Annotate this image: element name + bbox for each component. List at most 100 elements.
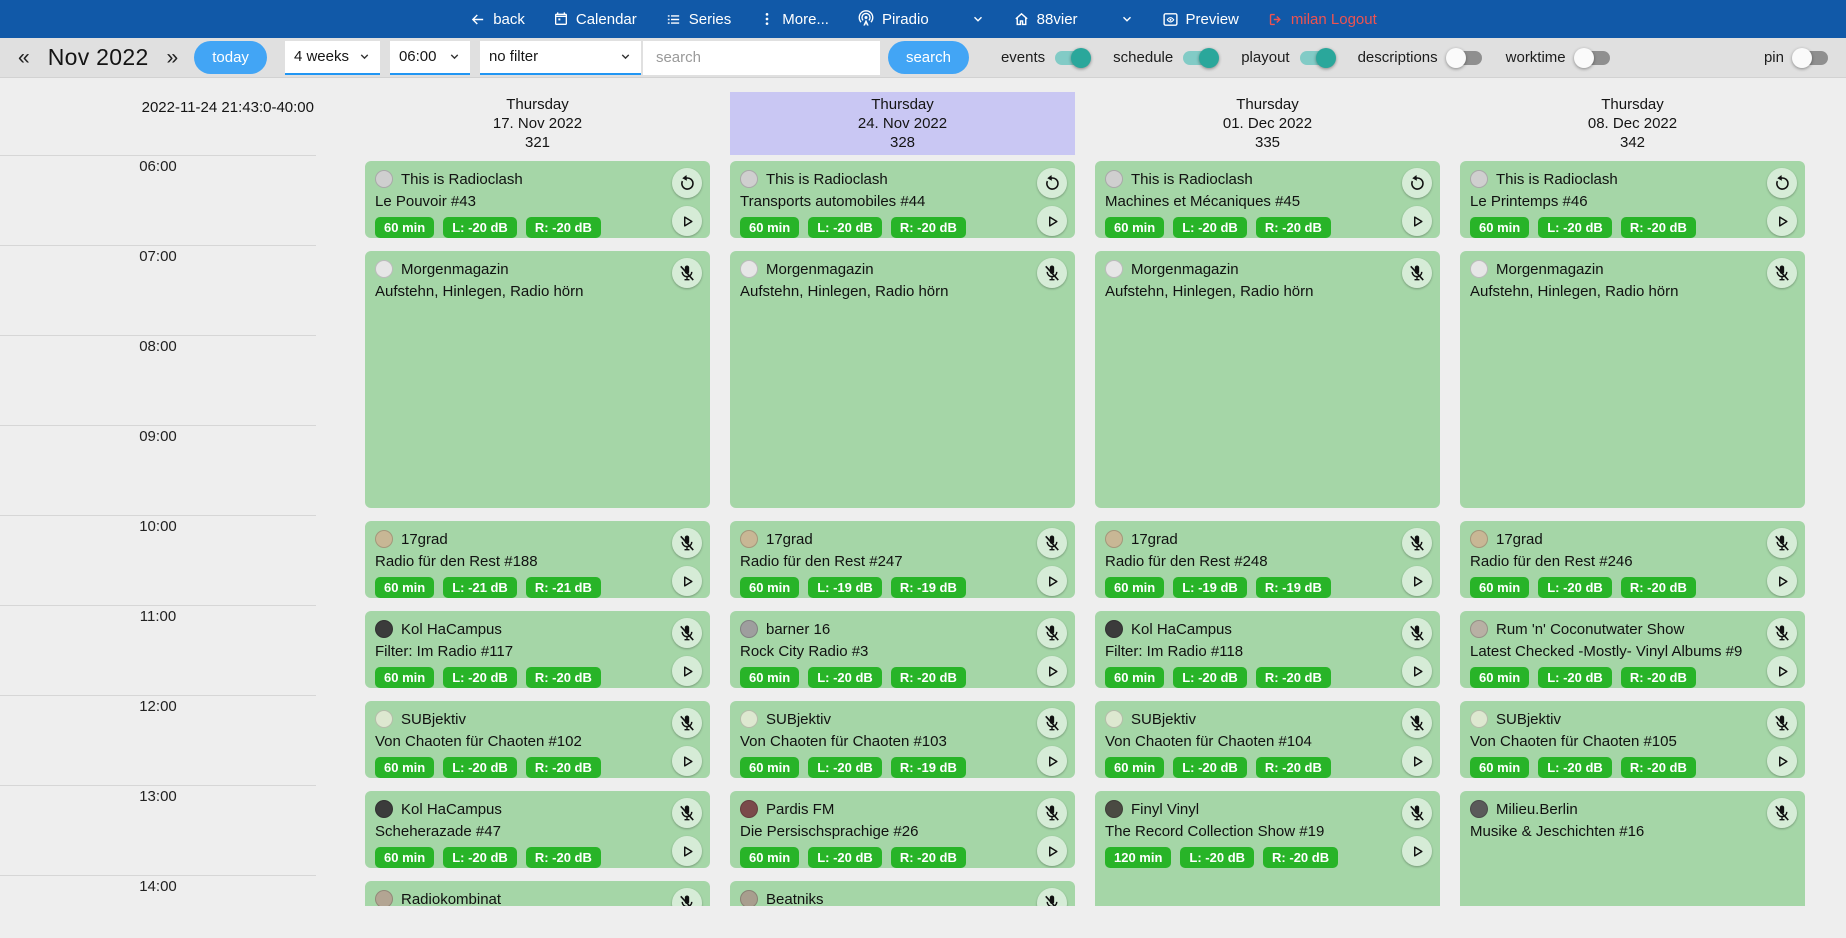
event-card[interactable]: Kol HaCampus Filter: Im Radio #117 60 min L…: [365, 611, 710, 688]
play-button[interactable]: [1402, 746, 1432, 776]
play-button[interactable]: [1037, 746, 1067, 776]
mic-off-button[interactable]: [1037, 798, 1067, 828]
event-card[interactable]: 17grad Radio für den Rest #248 60 min L: -1…: [1095, 521, 1440, 598]
event-card[interactable]: SUBjektiv Von Chaoten für Chaoten #102 60 …: [365, 701, 710, 778]
event-card[interactable]: Milieu.Berlin Musike & Jeschichten #16: [1460, 791, 1805, 906]
mic-off-button[interactable]: [1037, 708, 1067, 738]
event-card[interactable]: SUBjektiv Von Chaoten für Chaoten #105 60 …: [1460, 701, 1805, 778]
event-card[interactable]: SUBjektiv Von Chaoten für Chaoten #104 60 …: [1095, 701, 1440, 778]
event-card[interactable]: This is Radioclash Le Printemps #46 60 min…: [1460, 161, 1805, 238]
play-button[interactable]: [1037, 836, 1067, 866]
day-header[interactable]: Thursday 24. Nov 2022 328: [730, 92, 1075, 155]
event-card[interactable]: Kol HaCampus Scheherazade #47 60 min L: -20…: [365, 791, 710, 868]
logout-button[interactable]: milan Logout: [1267, 11, 1377, 28]
search-input[interactable]: [642, 40, 880, 75]
mic-off-button[interactable]: [672, 618, 702, 648]
toggle-playout[interactable]: playout: [1241, 47, 1336, 68]
day-header[interactable]: Thursday 17. Nov 2022 321: [365, 92, 710, 155]
event-card[interactable]: Beatniks: [730, 881, 1075, 906]
play-button[interactable]: [672, 746, 702, 776]
event-card[interactable]: Kol HaCampus Filter: Im Radio #118 60 min L…: [1095, 611, 1440, 688]
play-button[interactable]: [672, 566, 702, 596]
play-button[interactable]: [1767, 656, 1797, 686]
event-card[interactable]: Morgenmagazin Aufstehn, Hinlegen, Radio h…: [1095, 251, 1440, 508]
channel-dropdown-button[interactable]: [1120, 12, 1134, 26]
restart-playout-button[interactable]: [1402, 168, 1432, 198]
mic-off-button[interactable]: [672, 888, 702, 906]
mic-off-button[interactable]: [1402, 618, 1432, 648]
toggle-descriptions[interactable]: descriptions: [1358, 47, 1482, 68]
piradio-dropdown-button[interactable]: [971, 12, 985, 26]
play-button[interactable]: [1037, 206, 1067, 236]
event-card[interactable]: Morgenmagazin Aufstehn, Hinlegen, Radio h…: [1460, 251, 1805, 508]
mic-off-button[interactable]: [1767, 618, 1797, 648]
mic-off-button[interactable]: [1402, 708, 1432, 738]
mic-off-button[interactable]: [1037, 258, 1067, 288]
nav-back[interactable]: back: [469, 11, 525, 28]
mic-off-button[interactable]: [672, 798, 702, 828]
mic-off-button[interactable]: [1767, 708, 1797, 738]
mic-off-button[interactable]: [672, 528, 702, 558]
event-card[interactable]: This is Radioclash Machines et Mécaniques…: [1095, 161, 1440, 238]
today-button[interactable]: today: [194, 41, 267, 74]
restart-playout-button[interactable]: [672, 168, 702, 198]
play-button[interactable]: [1402, 836, 1432, 866]
event-card[interactable]: Finyl Vinyl The Record Collection Show #1…: [1095, 791, 1440, 906]
play-button[interactable]: [1767, 746, 1797, 776]
prev-period-button[interactable]: «: [18, 45, 30, 69]
event-card[interactable]: Rum 'n' Coconutwater Show Latest Checked …: [1460, 611, 1805, 688]
toggle-pin-switch[interactable]: [1792, 47, 1828, 68]
event-card[interactable]: 17grad Radio für den Rest #188 60 min L: -2…: [365, 521, 710, 598]
next-period-button[interactable]: »: [166, 45, 179, 69]
nav-channel-88vier[interactable]: 88vier: [1013, 11, 1078, 28]
mic-off-button[interactable]: [672, 708, 702, 738]
event-card[interactable]: 17grad Radio für den Rest #247 60 min L: -1…: [730, 521, 1075, 598]
event-card[interactable]: Morgenmagazin Aufstehn, Hinlegen, Radio h…: [365, 251, 710, 508]
toggle-schedule-switch[interactable]: [1183, 47, 1220, 68]
event-card[interactable]: This is Radioclash Transports automobiles…: [730, 161, 1075, 238]
range-select[interactable]: 4 weeks: [284, 40, 380, 75]
mic-off-button[interactable]: [1037, 528, 1067, 558]
mic-off-button[interactable]: [1402, 258, 1432, 288]
mic-off-button[interactable]: [1767, 798, 1797, 828]
mic-off-button[interactable]: [1037, 888, 1067, 906]
play-button[interactable]: [1037, 566, 1067, 596]
mic-off-button[interactable]: [1767, 528, 1797, 558]
toggle-playout-switch[interactable]: [1299, 47, 1336, 68]
event-card[interactable]: This is Radioclash Le Pouvoir #43 60 min L:…: [365, 161, 710, 238]
play-button[interactable]: [1402, 656, 1432, 686]
event-card[interactable]: Pardis FM Die Persischsprachige #26 60 min…: [730, 791, 1075, 868]
toggle-worktime[interactable]: worktime: [1506, 47, 1610, 68]
toggle-worktime-switch[interactable]: [1573, 47, 1610, 68]
play-button[interactable]: [1767, 206, 1797, 236]
nav-series[interactable]: Series: [665, 11, 731, 28]
event-card[interactable]: 17grad Radio für den Rest #246 60 min L: -2…: [1460, 521, 1805, 598]
toggle-pin[interactable]: pin: [1764, 47, 1828, 68]
event-card[interactable]: SUBjektiv Von Chaoten für Chaoten #103 60 …: [730, 701, 1075, 778]
play-button[interactable]: [1402, 566, 1432, 596]
mic-off-button[interactable]: [672, 258, 702, 288]
play-button[interactable]: [1767, 566, 1797, 596]
mic-off-button[interactable]: [1037, 618, 1067, 648]
nav-calendar[interactable]: Calendar: [553, 11, 637, 28]
filter-select[interactable]: no filter: [479, 40, 641, 75]
toggle-events-switch[interactable]: [1055, 47, 1092, 68]
restart-playout-button[interactable]: [1767, 168, 1797, 198]
mic-off-button[interactable]: [1767, 258, 1797, 288]
restart-playout-button[interactable]: [1037, 168, 1067, 198]
start-time-select[interactable]: 06:00: [389, 40, 470, 75]
play-button[interactable]: [1402, 206, 1432, 236]
toggle-schedule[interactable]: schedule: [1113, 47, 1220, 68]
search-button[interactable]: search: [887, 41, 969, 74]
play-button[interactable]: [672, 836, 702, 866]
day-header[interactable]: Thursday 08. Dec 2022 342: [1460, 92, 1805, 155]
play-button[interactable]: [672, 206, 702, 236]
toggle-descriptions-switch[interactable]: [1445, 47, 1482, 68]
event-card[interactable]: Radiokombinat: [365, 881, 710, 906]
event-card[interactable]: Morgenmagazin Aufstehn, Hinlegen, Radio h…: [730, 251, 1075, 508]
toggle-events[interactable]: events: [1001, 47, 1092, 68]
nav-preview[interactable]: Preview: [1162, 11, 1239, 28]
mic-off-button[interactable]: [1402, 528, 1432, 558]
play-button[interactable]: [672, 656, 702, 686]
day-header[interactable]: Thursday 01. Dec 2022 335: [1095, 92, 1440, 155]
